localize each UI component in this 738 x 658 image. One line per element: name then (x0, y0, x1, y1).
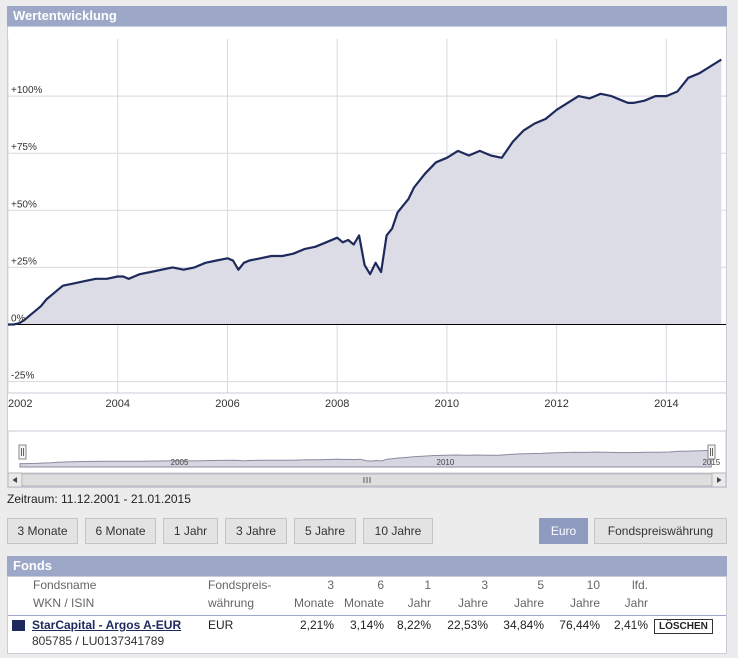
perf-10y: 76,44% (559, 618, 600, 632)
x-tick-label: 2012 (544, 398, 568, 410)
header-5y-1: 5 (537, 578, 544, 592)
fund-currency: EUR (208, 618, 234, 632)
navigator-scrollbar[interactable] (8, 472, 726, 487)
range-1-year-button[interactable]: 1 Jahr (163, 518, 218, 544)
perf-3y: 22,53% (447, 618, 488, 632)
scroll-right-arrow-icon (717, 477, 722, 483)
navigator-right-handle[interactable] (707, 444, 716, 460)
header-10y-1: 10 (586, 578, 600, 592)
header-1y-1: 1 (424, 578, 431, 592)
x-tick-label: 2002 (8, 398, 32, 410)
series-color-swatch (12, 620, 25, 631)
navigator-area (19, 449, 712, 468)
y-tick-label: +100% (11, 85, 43, 96)
range-5-years-button[interactable]: 5 Jahre (294, 518, 356, 544)
range-10-years-button[interactable]: 10 Jahre (363, 518, 433, 544)
range-6-months-button[interactable]: 6 Monate (85, 518, 156, 544)
header-ytd-2: Jahr (624, 596, 648, 610)
navigator-tick-label: 2005 (171, 458, 189, 467)
fonds-title: Fonds (13, 558, 52, 573)
perf-3m: 2,21% (299, 618, 334, 632)
header-wkn-isin: WKN / ISIN (33, 596, 95, 610)
fonds-table: Fondsname WKN / ISIN Fondspreis- währung… (7, 576, 727, 654)
perf-6m: 3,14% (349, 618, 384, 632)
perf-5y: 34,84% (503, 618, 544, 632)
header-currency-1: Fondspreis- (208, 578, 272, 592)
header-6m-2: Monate (343, 596, 384, 610)
y-tick-label: +25% (11, 256, 37, 267)
perf-ytd: 2,41% (613, 618, 648, 632)
y-tick-label: +75% (11, 142, 37, 153)
header-currency-2: währung (208, 596, 255, 610)
performance-chart: +100% +75% +50% +25% 0% -25% 2002 2004 2006 2008… (8, 39, 726, 487)
header-3m-2: Monate (293, 596, 334, 610)
x-tick-label: 2006 (215, 398, 239, 410)
chart-title: Wertentwicklung (13, 8, 117, 23)
header-6m-1: 6 (377, 578, 384, 592)
performance-line (8, 58, 722, 326)
navigator-tick-label: 2010 (437, 458, 455, 467)
y-axis-labels: +100% +75% +50% +25% 0% -25% (11, 85, 43, 381)
fonds-header: Fonds (7, 556, 727, 576)
row-divider (8, 615, 726, 616)
header-10y-2: Jahre (569, 596, 600, 610)
x-tick-label: 2004 (105, 398, 129, 410)
perf-1y: 8,22% (396, 618, 431, 632)
x-tick-label: 2010 (435, 398, 459, 410)
header-1y-2: Jahr (407, 596, 431, 610)
currency-fund-button[interactable]: Fondspreiswährung (594, 518, 727, 544)
fund-name-link[interactable]: StarCapital - Argos A-EUR (32, 618, 182, 632)
header-ytd-1: lfd. (631, 578, 648, 592)
delete-fund-button[interactable]: LÖSCHEN (654, 619, 713, 634)
header-3y-1: 3 (481, 578, 488, 592)
time-range-text: Zeitraum: 11.12.2001 - 21.01.2015 (7, 492, 191, 506)
currency-euro-button[interactable]: Euro (539, 518, 588, 544)
header-5y-2: Jahre (513, 596, 544, 610)
header-3y-2: Jahre (457, 596, 488, 610)
x-tick-label: 2014 (654, 398, 678, 410)
x-axis-labels: 2002 2004 2006 2008 2010 2012 2014 (8, 398, 679, 410)
header-3m-1: 3 (327, 578, 334, 592)
navigator-left-handle[interactable] (18, 444, 27, 460)
chart-header: Wertentwicklung (7, 6, 727, 26)
scroll-left-arrow-icon (12, 477, 17, 483)
navigator-tick-label: 2015 (702, 458, 720, 467)
performance-area (8, 59, 722, 325)
fund-wkn-isin: 805785 / LU0137341789 (32, 634, 165, 648)
navigator-labels: 2005 2010 2015 (171, 458, 721, 467)
y-tick-label: +50% (11, 199, 37, 210)
range-3-years-button[interactable]: 3 Jahre (225, 518, 287, 544)
y-tick-label: -25% (11, 371, 34, 382)
header-fondsname: Fondsname (33, 578, 97, 592)
chart-area: +100% +75% +50% +25% 0% -25% 2002 2004 2006 2008… (7, 26, 727, 488)
range-3-months-button[interactable]: 3 Monate (7, 518, 78, 544)
x-tick-label: 2008 (325, 398, 349, 410)
y-tick-label: 0% (11, 313, 26, 324)
